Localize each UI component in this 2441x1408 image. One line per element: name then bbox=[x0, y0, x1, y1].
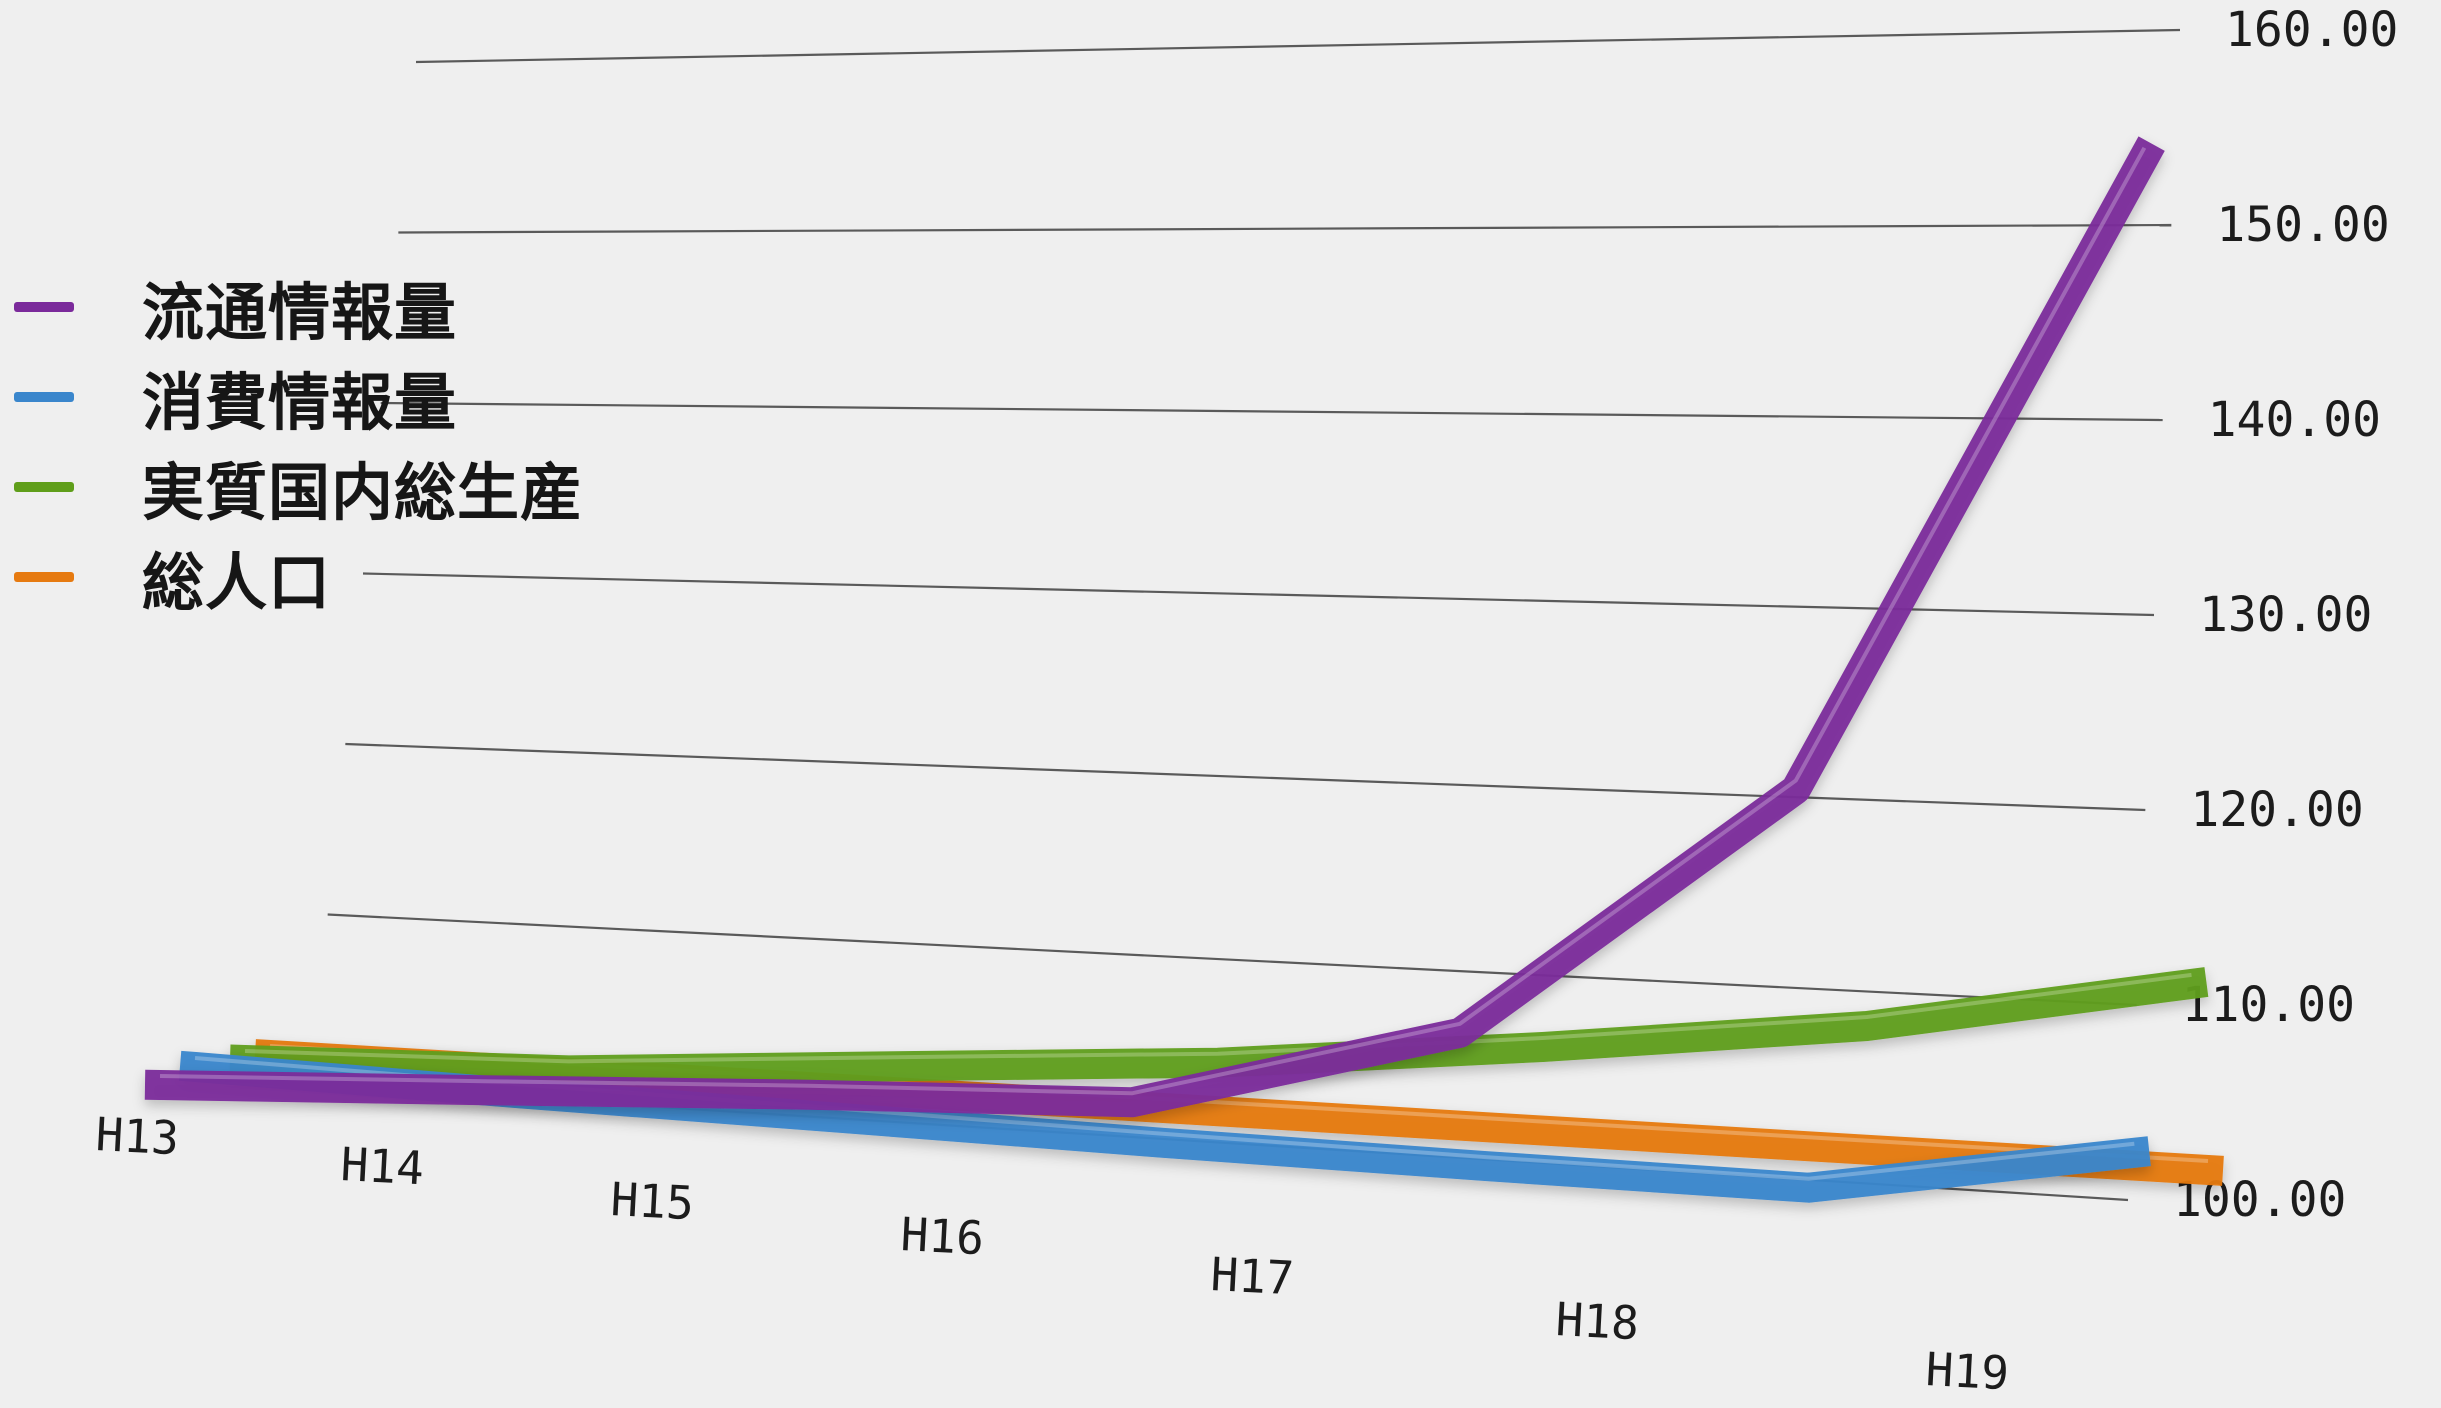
grid-line bbox=[380, 401, 2163, 422]
legend-swatch bbox=[14, 302, 74, 312]
grid-line bbox=[327, 913, 2137, 1007]
legend-item-flow-info: 流通情報量 bbox=[14, 262, 583, 352]
y-tick-label: 140.00 bbox=[2208, 392, 2381, 448]
x-tick-label: H15 bbox=[609, 1172, 695, 1230]
series-highlight bbox=[244, 972, 2192, 1064]
x-tick-label: H16 bbox=[899, 1207, 985, 1265]
series-ribbon bbox=[144, 136, 2165, 1118]
x-tick-label: H19 bbox=[1924, 1342, 2010, 1400]
grid-line bbox=[398, 223, 2172, 234]
legend-swatch bbox=[14, 482, 74, 492]
grid-line bbox=[415, 28, 2181, 64]
legend-label: 流通情報量 bbox=[142, 276, 458, 349]
grid-lines bbox=[309, 28, 2181, 1202]
y-tick-label: 160.00 bbox=[2225, 2, 2398, 58]
series-group bbox=[144, 136, 2224, 1203]
legend-item-total-population: 総人口 bbox=[14, 532, 583, 622]
y-tick-label: 120.00 bbox=[2190, 782, 2363, 838]
y-tick-label: 150.00 bbox=[2216, 197, 2389, 253]
legend-item-real-gdp: 実質国内総生産 bbox=[14, 442, 583, 532]
x-tick-label: H17 bbox=[1209, 1247, 1295, 1305]
x-tick-label: H13 bbox=[94, 1107, 180, 1165]
series-line-0 bbox=[144, 136, 2165, 1118]
legend-label: 消費情報量 bbox=[142, 366, 458, 439]
y-tick-label: 130.00 bbox=[2199, 587, 2372, 643]
legend-label: 総人口 bbox=[142, 546, 332, 619]
legend-item-consumed-info: 消費情報量 bbox=[14, 352, 583, 442]
y-axis-ticks: 100.00110.00120.00130.00140.00150.00160.… bbox=[2173, 2, 2398, 1228]
grid-line bbox=[345, 742, 2146, 812]
x-tick-label: H14 bbox=[339, 1137, 425, 1195]
x-axis-ticks: H13 H14 H15 H16 H17 H18 H19 bbox=[94, 1107, 2010, 1400]
legend-swatch bbox=[14, 392, 74, 402]
y-tick-label: 110.00 bbox=[2182, 977, 2355, 1033]
series-highlight bbox=[159, 146, 2147, 1096]
grid-line bbox=[362, 572, 2155, 617]
x-tick-label: H18 bbox=[1554, 1292, 1640, 1350]
legend-label: 実質国内総生産 bbox=[142, 456, 584, 529]
series-ribbon bbox=[229, 967, 2209, 1086]
series-line-2 bbox=[229, 967, 2209, 1086]
legend: 流通情報量 消費情報量 実質国内総生産 総人口 bbox=[14, 262, 583, 622]
legend-swatch bbox=[14, 572, 74, 582]
